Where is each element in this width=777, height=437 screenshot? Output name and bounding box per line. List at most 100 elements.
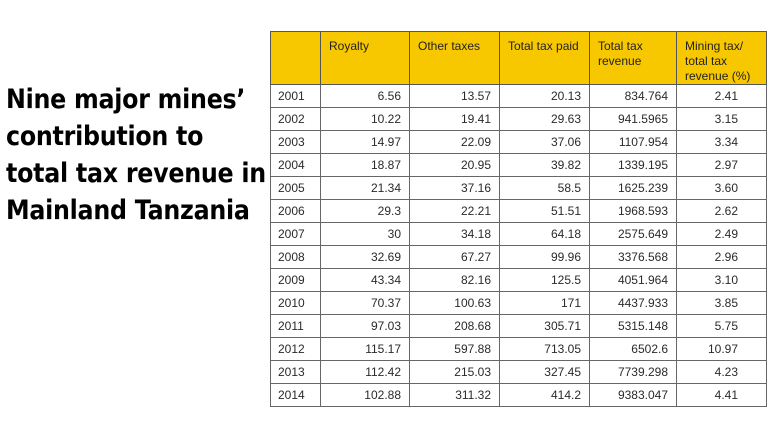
table-row: 2012 115.17 597.88 713.05 6502.6 10.97 bbox=[270, 337, 767, 361]
tax-table: Royalty Other taxes Total tax paid Total… bbox=[270, 31, 767, 407]
value-cell: 2.41 bbox=[676, 84, 767, 108]
value-cell: 1107.954 bbox=[589, 130, 677, 154]
value-cell: 10.97 bbox=[676, 337, 767, 361]
value-cell: 4437.933 bbox=[589, 291, 677, 315]
year-cell: 2011 bbox=[270, 314, 321, 338]
value-cell: 6.56 bbox=[320, 84, 410, 108]
year-cell: 2008 bbox=[270, 245, 321, 269]
header-other-taxes: Other taxes bbox=[409, 31, 500, 85]
value-cell: 14.97 bbox=[320, 130, 410, 154]
value-cell: 208.68 bbox=[409, 314, 500, 338]
value-cell: 3.60 bbox=[676, 176, 767, 200]
value-cell: 7739.298 bbox=[589, 360, 677, 384]
value-cell: 21.34 bbox=[320, 176, 410, 200]
value-cell: 32.69 bbox=[320, 245, 410, 269]
value-cell: 22.09 bbox=[409, 130, 500, 154]
value-cell: 2.97 bbox=[676, 153, 767, 177]
header-line: Total tax paid bbox=[508, 39, 579, 53]
year-cell: 2001 bbox=[270, 84, 321, 108]
table-row: 2014 102.88 311.32 414.2 9383.047 4.41 bbox=[270, 383, 767, 407]
header-line: Royalty bbox=[329, 39, 370, 53]
title-line: contribution to bbox=[6, 121, 204, 152]
value-cell: 29.63 bbox=[499, 107, 590, 131]
table-row: 2008 32.69 67.27 99.96 3376.568 2.96 bbox=[270, 245, 767, 269]
value-cell: 58.5 bbox=[499, 176, 590, 200]
value-cell: 3.10 bbox=[676, 268, 767, 292]
page-title: Nine major mines’ contribution to total … bbox=[6, 81, 266, 229]
year-cell: 2003 bbox=[270, 130, 321, 154]
year-cell: 2004 bbox=[270, 153, 321, 177]
value-cell: 6502.6 bbox=[589, 337, 677, 361]
table-row: 2004 18.87 20.95 39.82 1339.195 2.97 bbox=[270, 153, 767, 177]
year-cell: 2009 bbox=[270, 268, 321, 292]
value-cell: 4051.964 bbox=[589, 268, 677, 292]
year-cell: 2010 bbox=[270, 291, 321, 315]
header-line: revenue bbox=[598, 54, 642, 68]
value-cell: 9383.047 bbox=[589, 383, 677, 407]
header-line: revenue (%) bbox=[685, 69, 751, 83]
value-cell: 82.16 bbox=[409, 268, 500, 292]
value-cell: 215.03 bbox=[409, 360, 500, 384]
table-body: 2001 6.56 13.57 20.13 834.764 2.41 2002 10.22 19… bbox=[270, 84, 767, 407]
value-cell: 29.3 bbox=[320, 199, 410, 223]
value-cell: 99.96 bbox=[499, 245, 590, 269]
year-cell: 2006 bbox=[270, 199, 321, 223]
value-cell: 597.88 bbox=[409, 337, 500, 361]
value-cell: 125.5 bbox=[499, 268, 590, 292]
table-row: 2003 14.97 22.09 37.06 1107.954 3.34 bbox=[270, 130, 767, 154]
value-cell: 311.32 bbox=[409, 383, 500, 407]
header-line: Mining tax/ bbox=[685, 39, 744, 53]
table-row: 2011 97.03 208.68 305.71 5315.148 5.75 bbox=[270, 314, 767, 338]
header-total-tax-revenue: Total tax revenue bbox=[589, 31, 677, 85]
value-cell: 2.62 bbox=[676, 199, 767, 223]
value-cell: 941.5965 bbox=[589, 107, 677, 131]
table-row: 2005 21.34 37.16 58.5 1625.239 3.60 bbox=[270, 176, 767, 200]
value-cell: 13.57 bbox=[409, 84, 500, 108]
value-cell: 713.05 bbox=[499, 337, 590, 361]
year-cell: 2014 bbox=[270, 383, 321, 407]
title-line: Nine major mines’ bbox=[6, 84, 246, 115]
value-cell: 115.17 bbox=[320, 337, 410, 361]
table-row: 2013 112.42 215.03 327.45 7739.298 4.23 bbox=[270, 360, 767, 384]
value-cell: 5.75 bbox=[676, 314, 767, 338]
table-row: 2001 6.56 13.57 20.13 834.764 2.41 bbox=[270, 84, 767, 108]
table-row: 2007 30 34.18 64.18 2575.649 2.49 bbox=[270, 222, 767, 246]
value-cell: 3.15 bbox=[676, 107, 767, 131]
table-row: 2002 10.22 19.41 29.63 941.5965 3.15 bbox=[270, 107, 767, 131]
year-cell: 2007 bbox=[270, 222, 321, 246]
value-cell: 305.71 bbox=[499, 314, 590, 338]
header-mining-ratio: Mining tax/ total tax revenue (%) bbox=[676, 31, 767, 85]
table-row: 2009 43.34 82.16 125.5 4051.964 3.10 bbox=[270, 268, 767, 292]
title-line: total tax revenue in bbox=[6, 158, 266, 189]
value-cell: 102.88 bbox=[320, 383, 410, 407]
value-cell: 2.49 bbox=[676, 222, 767, 246]
table-row: 2006 29.3 22.21 51.51 1968.593 2.62 bbox=[270, 199, 767, 223]
header-row: Royalty Other taxes Total tax paid Total… bbox=[270, 31, 767, 85]
value-cell: 2.96 bbox=[676, 245, 767, 269]
header-line: total tax bbox=[685, 54, 728, 68]
value-cell: 20.95 bbox=[409, 153, 500, 177]
value-cell: 414.2 bbox=[499, 383, 590, 407]
value-cell: 18.87 bbox=[320, 153, 410, 177]
value-cell: 1625.239 bbox=[589, 176, 677, 200]
header-royalty: Royalty bbox=[320, 31, 410, 85]
value-cell: 64.18 bbox=[499, 222, 590, 246]
header-line: Total tax bbox=[598, 39, 643, 53]
value-cell: 4.23 bbox=[676, 360, 767, 384]
value-cell: 51.51 bbox=[499, 199, 590, 223]
value-cell: 67.27 bbox=[409, 245, 500, 269]
value-cell: 834.764 bbox=[589, 84, 677, 108]
year-cell: 2012 bbox=[270, 337, 321, 361]
title-line: Mainland Tanzania bbox=[6, 195, 250, 226]
value-cell: 30 bbox=[320, 222, 410, 246]
value-cell: 112.42 bbox=[320, 360, 410, 384]
value-cell: 2575.649 bbox=[589, 222, 677, 246]
year-cell: 2005 bbox=[270, 176, 321, 200]
header-line: Other taxes bbox=[418, 39, 481, 53]
value-cell: 39.82 bbox=[499, 153, 590, 177]
table-row: 2010 70.37 100.63 171 4437.933 3.85 bbox=[270, 291, 767, 315]
value-cell: 19.41 bbox=[409, 107, 500, 131]
value-cell: 1968.593 bbox=[589, 199, 677, 223]
value-cell: 1339.195 bbox=[589, 153, 677, 177]
value-cell: 10.22 bbox=[320, 107, 410, 131]
